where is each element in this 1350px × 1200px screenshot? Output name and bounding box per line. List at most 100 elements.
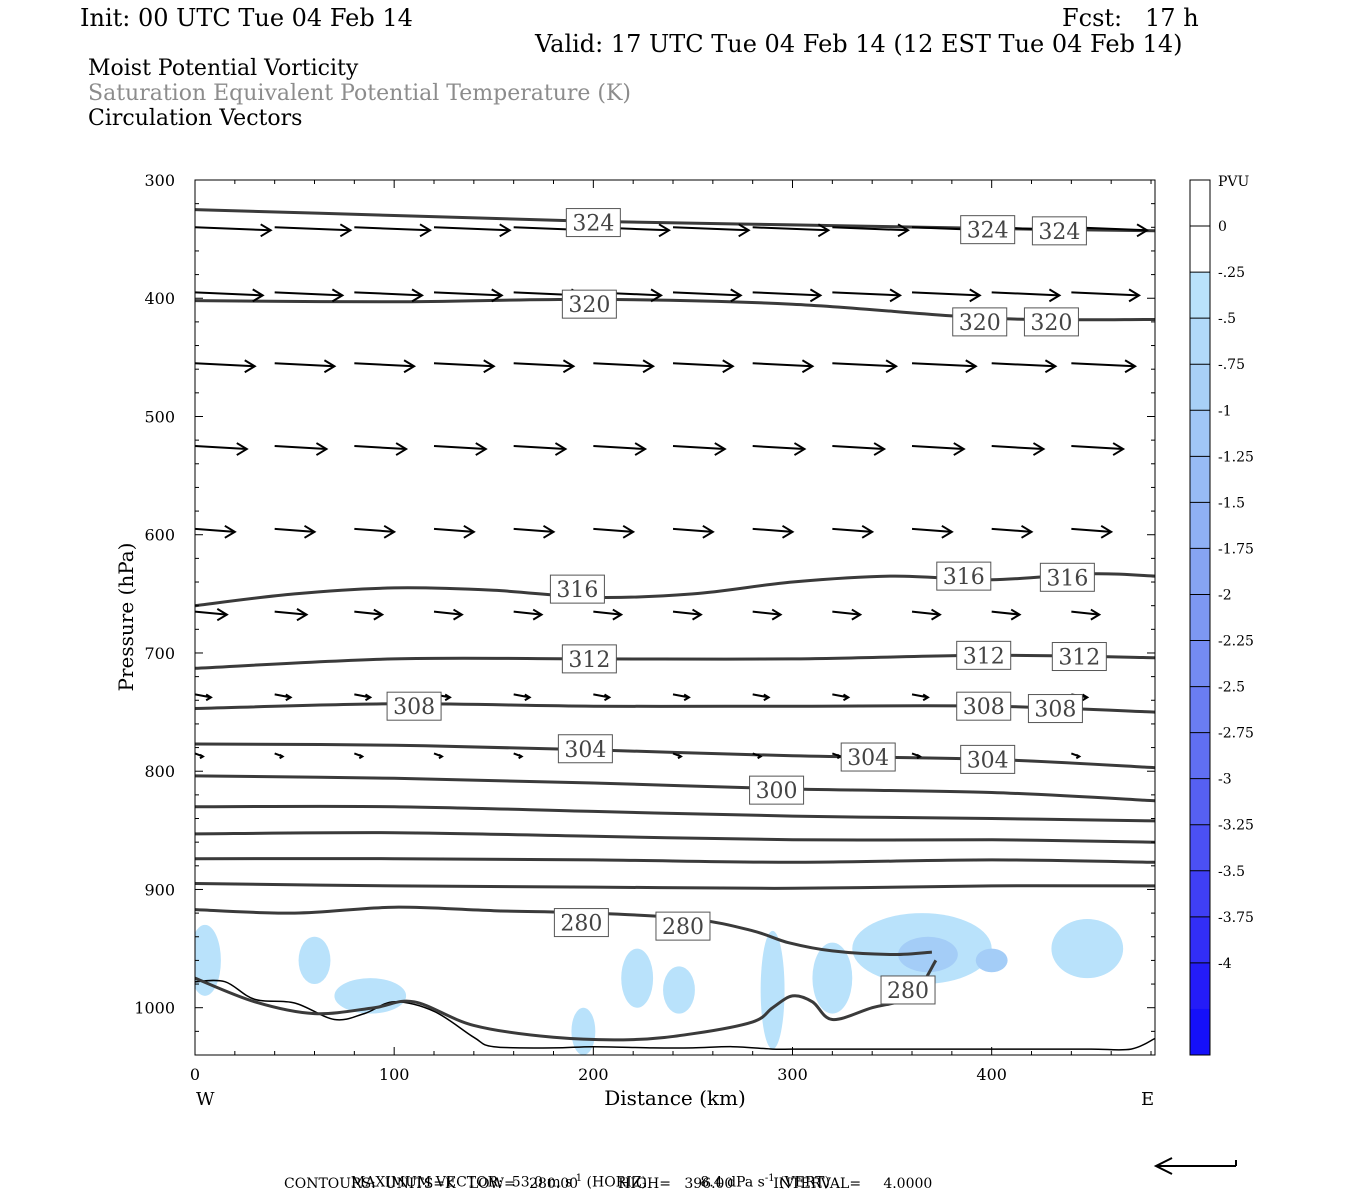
contour-label: 324 xyxy=(967,219,1009,244)
contour-label-box xyxy=(952,307,1008,337)
colorbar-label: -1 xyxy=(1218,403,1232,419)
vector-head xyxy=(793,442,807,456)
vector-shaft xyxy=(911,445,964,451)
colorbar-label: -3.25 xyxy=(1218,818,1254,834)
vector-shaft xyxy=(274,527,315,533)
vector-head xyxy=(383,524,397,539)
vector-shaft xyxy=(752,527,793,533)
colorbar-label: -1.5 xyxy=(1218,495,1245,511)
contour-label: 312 xyxy=(568,648,610,673)
vector-head xyxy=(331,288,345,303)
field-title-mpv: Moist Potential Vorticity xyxy=(88,56,359,81)
vector-head xyxy=(323,359,337,374)
vector-shaft xyxy=(354,445,407,451)
vector-shaft xyxy=(274,226,351,232)
x-tick-label: 300 xyxy=(777,1065,808,1084)
vector-head xyxy=(1090,608,1102,621)
valid-time: Valid: 17 UTC Tue 04 Feb 14 (12 EST Tue … xyxy=(535,30,1183,58)
vector-shaft xyxy=(433,291,502,297)
vector-shaft xyxy=(1071,291,1140,297)
max-vector-line: MAXIMUM VECTOR: 53.0 m s-1 (HORIZ) 8.4 d… xyxy=(342,1157,830,1191)
west-label: W xyxy=(196,1089,215,1110)
vector-shaft xyxy=(274,291,343,297)
contour-label-box xyxy=(386,691,442,721)
vector-shaft xyxy=(832,291,901,297)
y-tick-label: 700 xyxy=(144,644,175,663)
vector-shaft xyxy=(672,362,733,368)
vector-head xyxy=(236,442,249,456)
vert-exponent: -1 xyxy=(764,1173,775,1184)
vector-head xyxy=(205,693,213,702)
colorbar-label: -.5 xyxy=(1218,311,1236,327)
contour-label-box xyxy=(561,289,617,319)
vector-shaft xyxy=(195,445,247,451)
colorbar-bin xyxy=(1190,594,1210,642)
vector-head xyxy=(1021,524,1034,539)
x-axis-title: Distance (km) xyxy=(604,1086,746,1110)
contour-label-box xyxy=(565,208,621,238)
vector-head xyxy=(842,693,851,702)
vector-head xyxy=(373,608,385,621)
y-tick-label: 1000 xyxy=(134,999,175,1018)
vector-head xyxy=(1124,359,1138,374)
isentrope-300 xyxy=(195,774,1155,803)
vector-head xyxy=(851,608,863,621)
vector-shaft xyxy=(1071,610,1100,616)
contour-label-box xyxy=(1031,216,1087,246)
vector-head xyxy=(279,753,285,760)
contour-label-box xyxy=(840,742,896,772)
contour-label-box xyxy=(1051,642,1107,672)
vector-shaft xyxy=(433,226,510,232)
vector-shaft xyxy=(513,445,566,451)
vector-head xyxy=(809,288,823,303)
pv-core-patch xyxy=(898,936,958,973)
contour-label-box xyxy=(1023,307,1079,337)
contour-label: 308 xyxy=(963,695,1005,720)
colorbar-bin xyxy=(1190,456,1210,503)
vector-shaft xyxy=(513,527,554,533)
vector-head xyxy=(658,223,671,238)
vector-shaft xyxy=(911,610,941,616)
contour-label: 316 xyxy=(943,565,985,590)
pv-patch xyxy=(571,1007,596,1055)
colorbar-label: -3.75 xyxy=(1218,910,1254,926)
colorbar-bin xyxy=(1190,318,1210,365)
vector-head xyxy=(763,693,771,702)
vector-shaft xyxy=(752,291,821,297)
vector-shaft xyxy=(911,291,980,297)
vector-shaft xyxy=(672,527,713,533)
contour-label-box xyxy=(553,908,609,938)
vector-head xyxy=(1081,693,1090,702)
vector-shaft xyxy=(274,610,307,616)
vector-shaft xyxy=(513,610,542,616)
contour-label-box xyxy=(557,734,613,764)
colorbar-bin xyxy=(1190,824,1210,872)
circulation-vectors xyxy=(195,223,1149,760)
vector-shaft xyxy=(593,527,634,533)
colorbar-units: PVU xyxy=(1218,174,1250,190)
x-tick-label: 400 xyxy=(976,1065,1007,1084)
vector-shaft xyxy=(195,291,263,297)
horiz-exponent: -1 xyxy=(572,1173,583,1184)
vector-head xyxy=(836,753,843,760)
east-label: E xyxy=(1141,1089,1154,1110)
vector-head xyxy=(603,693,612,702)
colorbar-label: -3 xyxy=(1218,772,1232,788)
vector-shaft xyxy=(752,226,829,232)
colorbar-bin xyxy=(1190,548,1210,595)
pv-patch xyxy=(298,936,331,985)
contour-label: 324 xyxy=(572,212,614,237)
contour-label: 300 xyxy=(756,779,798,804)
vector-head xyxy=(419,223,432,238)
vector-head xyxy=(692,608,703,621)
contour-label: 324 xyxy=(1038,220,1080,245)
vector-head xyxy=(801,359,815,374)
vector-shaft xyxy=(832,226,909,232)
colorbar-bin xyxy=(1190,870,1210,918)
colorbar-label: 0 xyxy=(1218,219,1227,235)
vector-head xyxy=(532,608,544,621)
colorbar-label: -2.75 xyxy=(1218,726,1254,742)
vector-head xyxy=(916,753,922,760)
colorbar-label: -3.5 xyxy=(1218,864,1245,880)
colorbar: 0 -.25 -.5 -.75 -1 -1.25 -1.5 -1.75 -2 -2.25 -2.5 -… xyxy=(1189,179,1254,1056)
